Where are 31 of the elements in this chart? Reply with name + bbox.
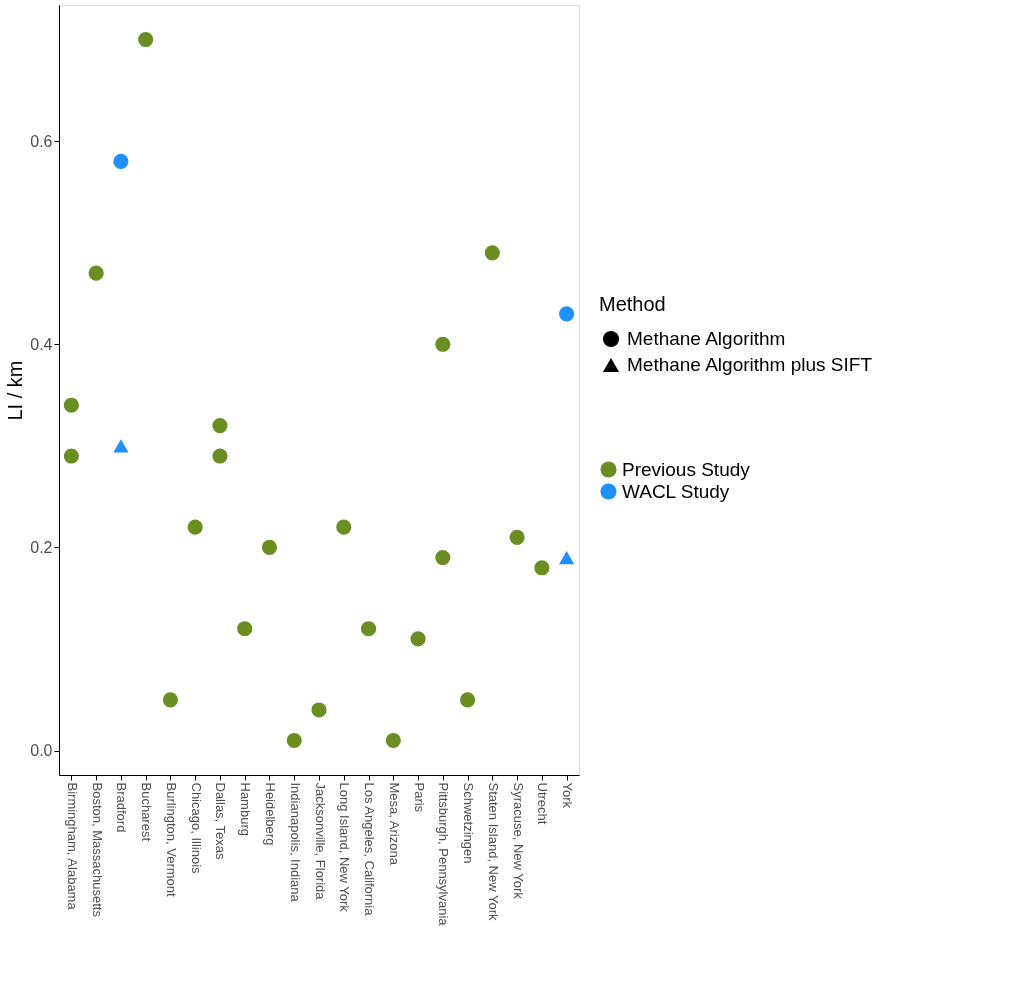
y-tick-label: 0.2 (30, 538, 53, 556)
y-tick-label: 0.0 (30, 742, 53, 760)
x-tick-label: Dallas, Texas (213, 782, 229, 861)
x-tick-label: Heidelberg (262, 782, 278, 846)
x-tick-label: Boston, Massachusetts (89, 782, 105, 918)
x-tick-label: Schwetzingen (461, 782, 477, 864)
legend-label: WACL Study (622, 480, 730, 502)
x-tick-label: Pittsburgh, Pennsylvania (436, 782, 452, 927)
legend-label: Previous Study (622, 458, 751, 480)
y-axis-title: LI / km (4, 360, 27, 421)
y-tick-label: 0.6 (30, 132, 53, 150)
legend-label: Methane Algorithm plus SIFT (627, 354, 873, 375)
x-tick-label: Burlington, Vermont (163, 782, 179, 898)
legend-label: Methane Algorithm (627, 328, 786, 349)
x-tick-label: Paris (411, 782, 427, 813)
x-tick-label: Hamburg (238, 782, 254, 836)
x-tick-label: Bradford (114, 782, 130, 833)
x-tick-label: Long Island, New York (337, 782, 353, 913)
x-tick-label: Syracuse, New York (510, 782, 526, 900)
x-tick-label: Staten Island, New York (485, 782, 501, 922)
x-tick-label: Birmingham, Alabama (64, 782, 80, 911)
x-tick-label: Jacksonville, Florida (312, 782, 328, 901)
y-tick-label: 0.4 (30, 335, 53, 353)
x-tick-label: Los Angeles, California (362, 782, 378, 917)
x-tick-label: Utrecht (535, 782, 551, 825)
x-tick-label: Bucharest (139, 782, 155, 842)
legend-title: Method (599, 293, 666, 315)
x-tick-label: Indianapolis, Indiana (287, 782, 303, 903)
x-tick-label: Chicago, Illinois (188, 782, 204, 875)
x-tick-label: York (560, 782, 576, 809)
x-tick-label: Mesa, Arizona (386, 782, 402, 866)
